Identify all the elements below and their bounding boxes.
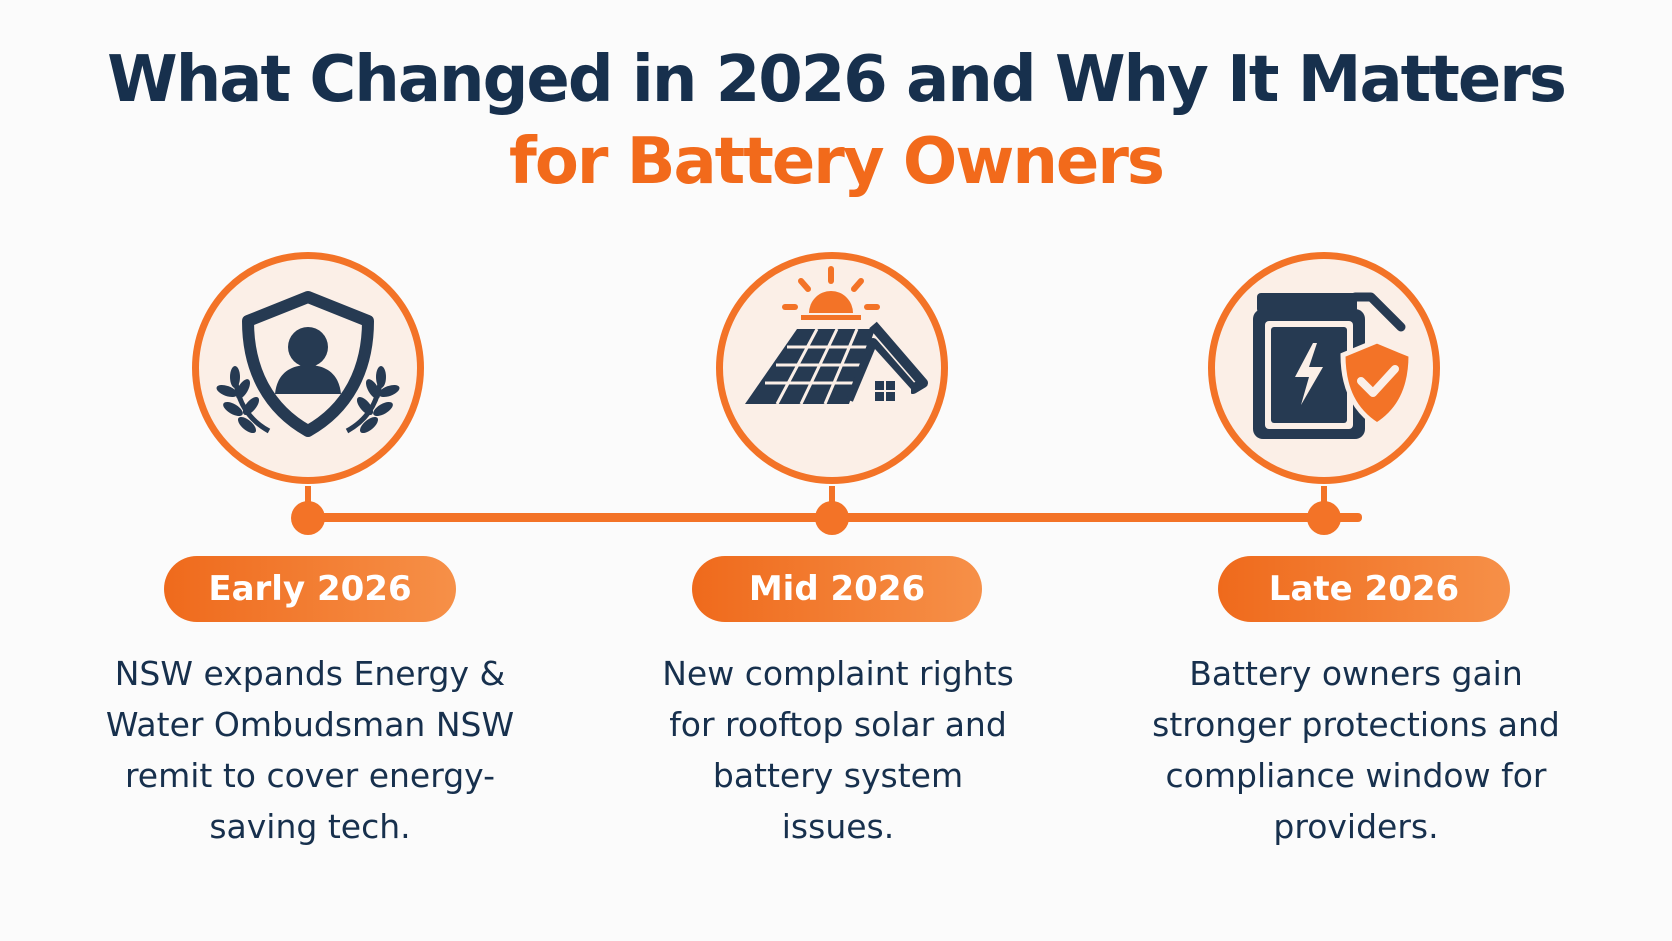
milestone-2-label: Mid 2026 bbox=[692, 556, 982, 622]
shield-person-laurel-icon bbox=[216, 291, 400, 437]
milestone-3-description: Battery owners gain stronger protections… bbox=[1152, 654, 1560, 846]
milestone-2-description: New complaint rights for rooftop solar a… bbox=[662, 654, 1014, 846]
solar-roof-house-icon bbox=[745, 266, 928, 411]
milestone-3-icon-circle bbox=[1208, 252, 1440, 484]
battery-shield-check-icon bbox=[1253, 292, 1414, 439]
milestone-3-label: Late 2026 bbox=[1218, 556, 1510, 622]
milestone-1-description: NSW expands Energy & Water Ombudsman NSW… bbox=[105, 654, 515, 846]
milestone-1-label: Early 2026 bbox=[164, 556, 456, 622]
milestone-1-node bbox=[291, 501, 325, 535]
title-line-1: What Changed in 2026 and Why It Matters bbox=[107, 43, 1567, 117]
title-line-2: for Battery Owners bbox=[509, 125, 1165, 199]
page-title: What Changed in 2026 and Why It Matters … bbox=[0, 42, 1672, 200]
milestone-1-icon-circle bbox=[192, 252, 424, 484]
milestone-3-node bbox=[1307, 501, 1341, 535]
milestone-2-icon-circle bbox=[716, 252, 948, 484]
milestone-2-node bbox=[815, 501, 849, 535]
